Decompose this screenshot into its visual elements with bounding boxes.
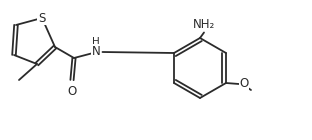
Text: NH₂: NH₂ bbox=[193, 18, 215, 31]
Text: S: S bbox=[38, 11, 46, 24]
Text: O: O bbox=[240, 77, 249, 90]
Text: H: H bbox=[92, 37, 100, 46]
Text: N: N bbox=[92, 45, 100, 58]
Text: O: O bbox=[67, 85, 77, 97]
